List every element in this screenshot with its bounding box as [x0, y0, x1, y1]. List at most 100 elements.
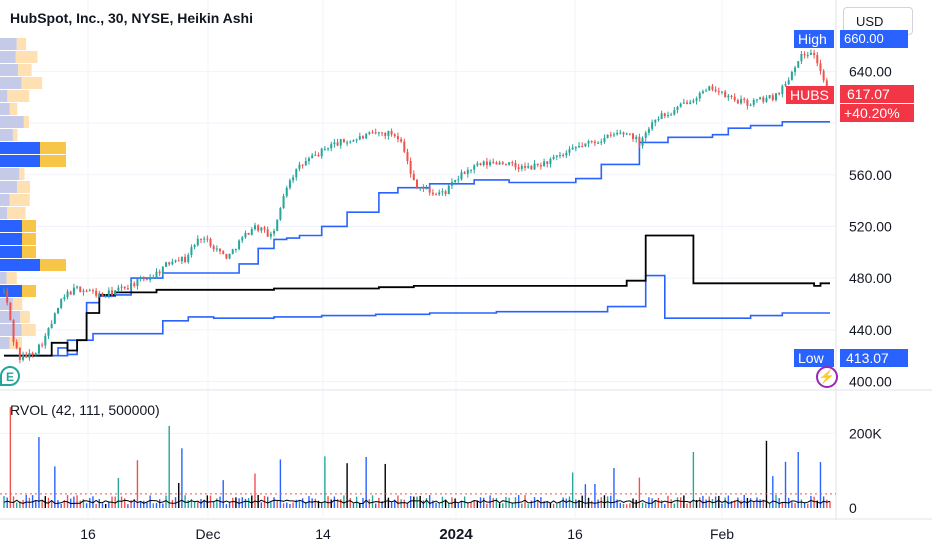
candle-body: [628, 133, 631, 135]
candle-body: [476, 163, 479, 166]
price-axis-label: 400.00: [849, 374, 892, 390]
candle-body: [222, 251, 225, 254]
candle-body: [120, 286, 123, 288]
candle-body: [301, 164, 304, 166]
candle-body: [63, 297, 66, 300]
candle-body: [304, 161, 307, 166]
candle-body: [635, 136, 638, 139]
earnings-marker-icon[interactable]: E: [0, 366, 20, 386]
candle-body: [231, 249, 234, 254]
candle-body: [482, 161, 485, 166]
volume-profile-bar: [0, 272, 7, 284]
candle-body: [543, 161, 546, 167]
candle-body: [660, 113, 663, 119]
event-bolt-icon[interactable]: ⚡: [816, 366, 838, 388]
candle-body: [530, 166, 533, 170]
candle-body: [31, 352, 34, 356]
candle-body: [327, 148, 330, 150]
candle-body: [241, 237, 244, 241]
volume-profile-bar: [0, 285, 22, 297]
candle-body: [457, 179, 460, 181]
candle-body: [720, 91, 723, 93]
candle-body: [346, 142, 349, 144]
candle-body: [495, 162, 498, 165]
candle-body: [390, 130, 393, 135]
volume-profile-bar: [0, 181, 18, 193]
candle-body: [155, 271, 158, 278]
candle-body: [708, 86, 711, 91]
candle-body: [368, 132, 371, 134]
volume-profile-bar: [0, 194, 10, 206]
candle-body: [323, 148, 326, 150]
candle-body: [730, 95, 733, 97]
change-percent-tag: +40.20%: [840, 104, 914, 122]
candle-body: [330, 144, 333, 149]
candle-body: [263, 227, 266, 230]
candle-body: [276, 219, 279, 231]
candle-body: [555, 155, 558, 157]
candle-body: [111, 290, 114, 295]
candle-body: [12, 320, 15, 342]
candle-body: [285, 187, 288, 197]
candle-body: [72, 287, 75, 295]
volume-profile-bar: [0, 155, 40, 167]
volume-profile-bar: [19, 168, 25, 180]
volume-profile-bar: [40, 259, 66, 271]
candle-body: [91, 290, 94, 292]
upper-band-line: [4, 121, 830, 357]
candle-body: [101, 293, 104, 297]
volume-profile-bar: [20, 311, 30, 323]
candle-body: [803, 53, 806, 56]
candle-body: [76, 286, 79, 288]
candle-body: [651, 122, 654, 129]
candle-body: [187, 255, 190, 263]
candle-body: [196, 238, 199, 246]
candle-body: [666, 115, 669, 117]
volume-profile-bar: [40, 155, 66, 167]
candle-body: [759, 97, 762, 100]
candle-body: [644, 132, 647, 138]
candle-body: [682, 102, 685, 104]
candle-body: [514, 162, 517, 168]
candle-body: [142, 277, 145, 280]
price-axis-label: 440.00: [849, 322, 892, 338]
price-axis-label: 560.00: [849, 167, 892, 183]
candle-body: [57, 307, 60, 314]
candle-body: [352, 140, 355, 142]
candle-body: [692, 100, 695, 103]
candle-body: [670, 114, 673, 116]
candle-body: [816, 55, 819, 64]
volume-profile-bar: [0, 168, 20, 180]
candle-body: [587, 141, 590, 144]
volume-profile-bar: [9, 194, 30, 206]
candle-body: [517, 167, 520, 169]
candle-body: [578, 145, 581, 148]
volume-profile-bar: [7, 207, 26, 219]
candle-body: [374, 132, 377, 134]
candle-body: [673, 110, 676, 115]
candle-body: [273, 230, 276, 234]
candle-body: [225, 253, 228, 259]
candle-body: [145, 279, 148, 281]
candle-body: [282, 196, 285, 209]
candle-body: [244, 232, 247, 238]
candle-body: [260, 227, 263, 231]
candle-body: [765, 98, 768, 102]
price-axis-label: 520.00: [849, 218, 892, 234]
time-axis-label: Feb: [710, 526, 734, 542]
candle-body: [784, 84, 787, 86]
candle-body: [460, 172, 463, 180]
candle-body: [698, 93, 701, 99]
candle-body: [238, 240, 241, 250]
candle-body: [584, 143, 587, 147]
rvol-indicator-title[interactable]: RVOL (42, 111, 500000): [10, 402, 160, 418]
candle-body: [298, 164, 301, 169]
candle-body: [527, 166, 530, 168]
candle-body: [339, 139, 342, 146]
volume-profile-bar: [0, 129, 13, 141]
candle-body: [638, 136, 641, 146]
candle-body: [778, 93, 781, 95]
candle-body: [641, 137, 644, 146]
candle-body: [279, 208, 282, 220]
